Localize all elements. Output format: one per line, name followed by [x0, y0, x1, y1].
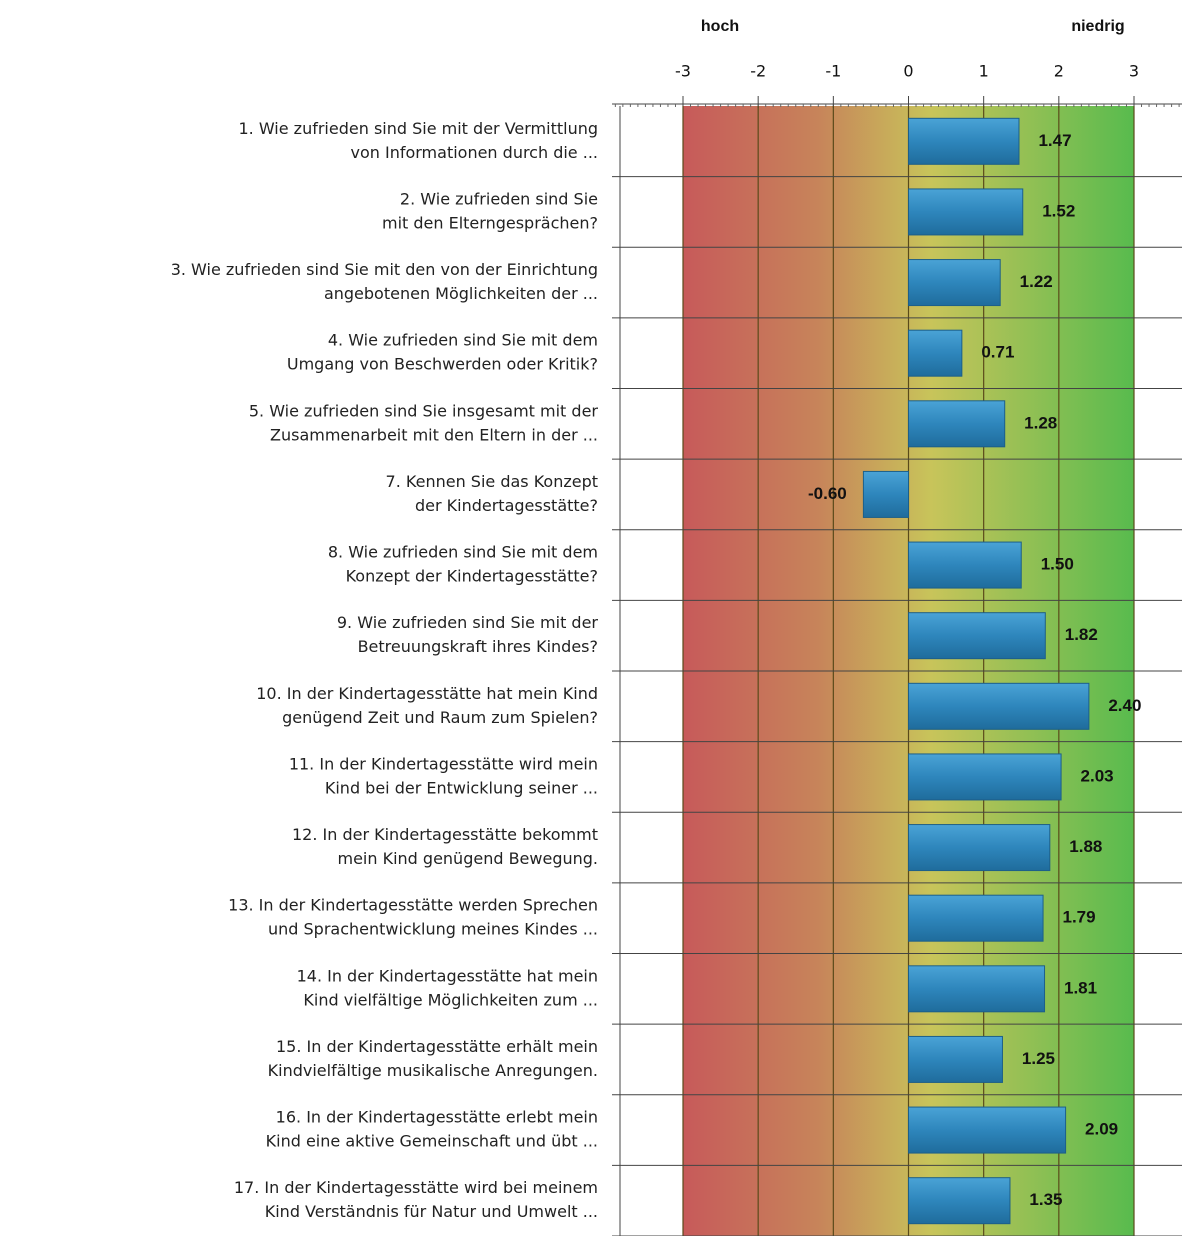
category-label: 16. In der Kindertagesstätte erlebt mein — [276, 1108, 598, 1127]
category-label: 7. Kennen Sie das Konzept — [386, 472, 598, 491]
category-label: mein Kind genügend Bewegung. — [337, 849, 598, 868]
category-label: 11. In der Kindertagesstätte wird mein — [289, 754, 598, 773]
category-label: Konzept der Kindertagesstätte? — [346, 567, 598, 586]
bar — [908, 1035, 1003, 1083]
category-label: 8. Wie zufrieden sind Sie mit dem — [328, 543, 598, 562]
bar — [908, 612, 1046, 660]
category-label: 17. In der Kindertagesstätte wird bei me… — [234, 1178, 598, 1197]
value-label: 1.81 — [1064, 978, 1097, 997]
bar — [908, 117, 1020, 165]
category-label: 1. Wie zufrieden sind Sie mit der Vermit… — [238, 119, 598, 138]
x-tick-label: 2 — [1054, 62, 1064, 81]
x-tick-label: -1 — [825, 62, 841, 81]
bar — [908, 1177, 1011, 1225]
bar — [908, 400, 1006, 448]
value-label: 1.22 — [1020, 272, 1053, 291]
category-label: Kind vielfältige Möglichkeiten zum ... — [303, 990, 598, 1009]
bar — [862, 470, 910, 518]
value-label: -0.60 — [808, 484, 847, 503]
value-label: 1.50 — [1041, 555, 1074, 574]
bar — [908, 824, 1051, 872]
value-label: 1.35 — [1029, 1190, 1062, 1209]
category-label: 13. In der Kindertagesstätte werden Spre… — [228, 896, 598, 915]
category-label: Kind eine aktive Gemeinschaft und übt ..… — [266, 1132, 598, 1151]
x-tick-label: -3 — [675, 62, 691, 81]
bar — [908, 541, 1022, 589]
category-label: 15. In der Kindertagesstätte erhält mein — [276, 1037, 598, 1056]
category-label: genügend Zeit und Raum zum Spielen? — [282, 708, 598, 727]
bar — [908, 682, 1090, 730]
bar — [908, 329, 963, 377]
category-label: von Informationen durch die ... — [350, 143, 598, 162]
value-label: 2.09 — [1085, 1120, 1118, 1139]
category-label: Kind Verständnis für Natur und Umwelt ..… — [265, 1202, 598, 1221]
category-label: und Sprachentwicklung meines Kindes ... — [268, 920, 598, 939]
category-label: Zusammenarbeit mit den Eltern in der ... — [270, 425, 598, 444]
bar — [908, 1106, 1067, 1154]
category-label: 9. Wie zufrieden sind Sie mit der — [337, 613, 599, 632]
bar — [908, 259, 1001, 307]
x-tick-label: 1 — [979, 62, 989, 81]
category-label: der Kindertagesstätte? — [415, 496, 598, 515]
x-tick-label: 3 — [1129, 62, 1139, 81]
value-label: 1.79 — [1063, 908, 1096, 927]
value-label: 0.71 — [981, 343, 1014, 362]
value-label: 1.52 — [1042, 201, 1075, 220]
category-label: Betreuungskraft ihres Kindes? — [358, 637, 598, 656]
value-label: 1.47 — [1038, 131, 1071, 150]
bar — [908, 753, 1062, 801]
category-label: 4. Wie zufrieden sind Sie mit dem — [328, 331, 598, 350]
category-label: Umgang von Beschwerden oder Kritik? — [287, 355, 598, 374]
bar — [908, 188, 1024, 236]
value-label: 1.88 — [1069, 837, 1102, 856]
category-label: 3. Wie zufrieden sind Sie mit den von de… — [171, 260, 598, 279]
category-label: angebotenen Möglichkeiten der ... — [324, 284, 598, 303]
value-label: 1.82 — [1065, 625, 1098, 644]
right-label: niedrig — [1071, 18, 1124, 35]
value-label: 2.40 — [1108, 696, 1141, 715]
category-label: Kind bei der Entwicklung seiner ... — [325, 778, 598, 797]
category-label: Kindvielfältige musikalische Anregungen. — [268, 1061, 598, 1080]
value-label: 1.28 — [1024, 413, 1057, 432]
category-label: 2. Wie zufrieden sind Sie — [400, 189, 598, 208]
bar — [908, 965, 1046, 1013]
bar — [908, 894, 1044, 942]
category-label: 12. In der Kindertagesstätte bekommt — [292, 825, 598, 844]
category-label: 5. Wie zufrieden sind Sie insgesamt mit … — [249, 401, 599, 420]
x-tick-label: 0 — [903, 62, 913, 81]
category-label: 14. In der Kindertagesstätte hat mein — [297, 966, 598, 985]
category-label: 10. In der Kindertagesstätte hat mein Ki… — [256, 684, 598, 703]
value-label: 1.25 — [1022, 1049, 1055, 1068]
left-label: hoch — [701, 18, 739, 35]
category-label: mit den Elterngesprächen? — [382, 213, 598, 232]
x-tick-label: -2 — [750, 62, 766, 81]
value-label: 2.03 — [1081, 766, 1114, 785]
